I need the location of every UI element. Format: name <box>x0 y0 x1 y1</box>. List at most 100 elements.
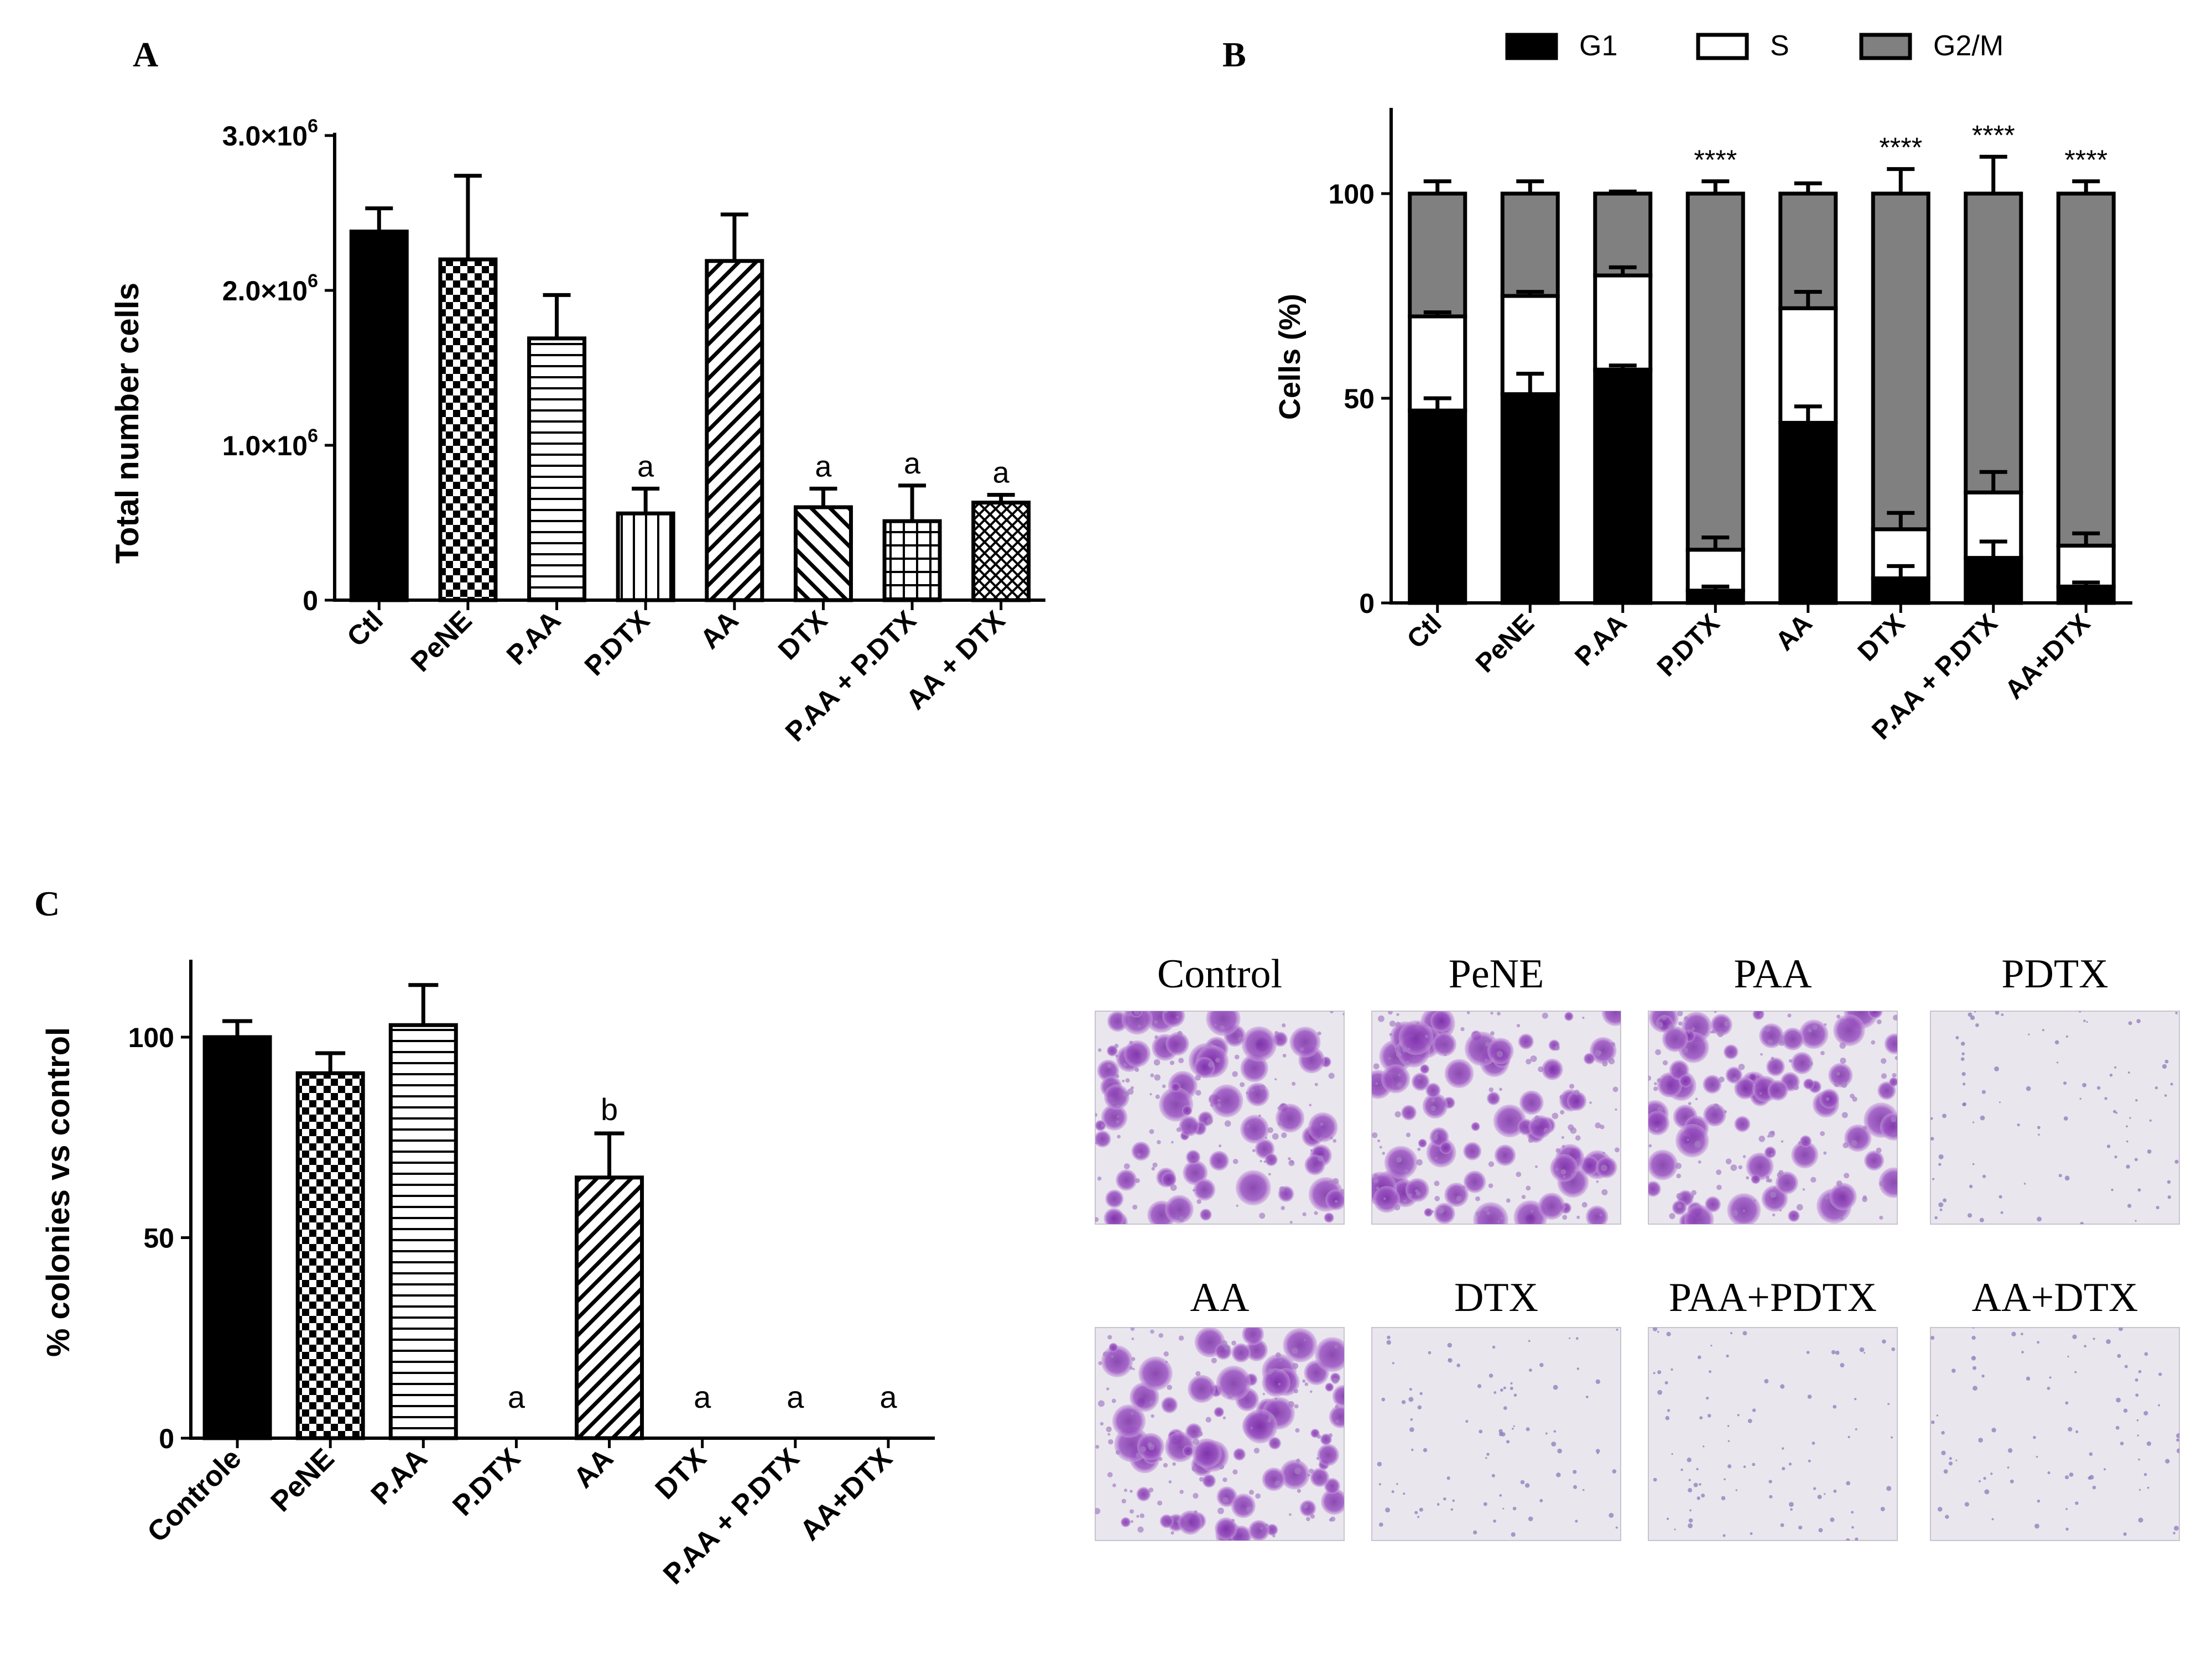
cell <box>1717 1031 1724 1037</box>
legend-swatch <box>1859 33 1912 60</box>
cell <box>1095 1445 1100 1449</box>
cell <box>1415 1191 1421 1196</box>
cell <box>2010 1479 2014 1484</box>
cell <box>2162 1064 2167 1069</box>
bar-segment-s <box>1685 548 1745 593</box>
cell <box>1978 1438 1983 1443</box>
colony <box>1324 1477 1340 1495</box>
cell <box>1131 1357 1136 1361</box>
cell <box>1193 1438 1199 1445</box>
colony <box>1764 1146 1777 1159</box>
cell <box>1289 1513 1292 1516</box>
cell <box>1306 1517 1310 1522</box>
bar-group-aa-dtx: a <box>971 456 1031 602</box>
cell <box>2124 1365 2128 1368</box>
cell <box>1528 1516 1533 1522</box>
cell <box>1220 1025 1225 1031</box>
cell <box>2138 1517 2143 1523</box>
y-tick-label: 100 <box>1329 179 1375 210</box>
cell <box>2127 1204 2132 1208</box>
cell <box>1951 1368 1956 1373</box>
cell <box>1292 1362 1299 1369</box>
colony-dots <box>1095 1328 1344 1540</box>
y-tick-label: 0 <box>1359 588 1375 619</box>
cell <box>1943 1198 1947 1203</box>
cell <box>1764 1379 1769 1384</box>
panel-letter-c: C <box>34 884 60 923</box>
cell <box>1998 1195 2002 1199</box>
cell <box>1687 1030 1691 1033</box>
cell <box>1601 1189 1608 1195</box>
colony <box>1136 1487 1151 1502</box>
cell <box>1560 1110 1565 1115</box>
cell <box>2042 1029 2044 1032</box>
cell <box>2123 1408 2128 1413</box>
colony <box>1276 1104 1305 1133</box>
cell <box>1582 1489 1585 1491</box>
cell <box>1310 1514 1315 1519</box>
cell <box>1742 1209 1746 1212</box>
colony <box>1215 1517 1237 1540</box>
cell <box>1340 1189 1344 1195</box>
cell <box>1680 1468 1683 1471</box>
colony <box>1192 1438 1222 1469</box>
cell <box>1278 1121 1283 1126</box>
cell <box>1528 1137 1534 1143</box>
cell <box>1267 1127 1273 1133</box>
cell <box>1488 1161 1495 1167</box>
legend-swatch <box>1696 33 1749 60</box>
cell <box>1777 1172 1783 1178</box>
colony <box>1803 1078 1815 1090</box>
colony <box>1248 1520 1270 1540</box>
cell <box>2113 1110 2116 1113</box>
cell <box>1724 1478 1726 1481</box>
cell <box>1930 1137 1934 1141</box>
cell <box>1170 1516 1174 1520</box>
cell <box>1217 1099 1221 1102</box>
cell <box>1576 1367 1580 1370</box>
cell <box>1404 1169 1409 1173</box>
cell <box>1398 1074 1401 1076</box>
cell <box>1687 1138 1689 1141</box>
cell <box>1150 1329 1154 1334</box>
cell <box>1559 1095 1564 1100</box>
cell <box>1484 1058 1488 1062</box>
cell <box>1688 1518 1693 1523</box>
cell <box>1833 1404 1837 1409</box>
colony <box>1308 1112 1338 1142</box>
cell <box>1381 1397 1386 1402</box>
cell <box>1758 1136 1765 1142</box>
micrograph-image <box>1648 1327 1898 1541</box>
cell <box>1719 1076 1725 1082</box>
cell <box>1846 1538 1850 1540</box>
cell <box>1216 1103 1221 1108</box>
cell <box>1460 1027 1465 1032</box>
colony <box>1120 1517 1131 1528</box>
cell <box>1169 1451 1172 1454</box>
cell <box>2138 1370 2142 1373</box>
cell <box>1392 1362 1394 1365</box>
cell <box>2146 1441 2152 1446</box>
cell <box>1871 1040 1876 1045</box>
significance-label: **** <box>1879 132 1922 163</box>
cell <box>1936 1414 1939 1417</box>
cell <box>1648 1075 1652 1081</box>
cell <box>1979 1217 1984 1222</box>
cell <box>1137 1153 1141 1157</box>
cell <box>1448 1358 1453 1363</box>
bar-p-aa <box>527 336 587 602</box>
colony <box>1202 1474 1216 1488</box>
colony <box>1494 1144 1516 1166</box>
cell <box>1731 1210 1739 1216</box>
cell <box>1614 1147 1620 1153</box>
cell <box>1170 1184 1177 1191</box>
cell <box>1264 1136 1268 1139</box>
cell <box>1653 1372 1656 1375</box>
colony <box>1182 1445 1194 1457</box>
y-tick-label: 50 <box>143 1223 174 1254</box>
cell <box>1227 1393 1233 1399</box>
colony <box>1332 1385 1344 1408</box>
bar-group-p-dtx: a <box>616 450 675 602</box>
cell <box>1318 1155 1324 1162</box>
cell <box>1506 1198 1511 1203</box>
